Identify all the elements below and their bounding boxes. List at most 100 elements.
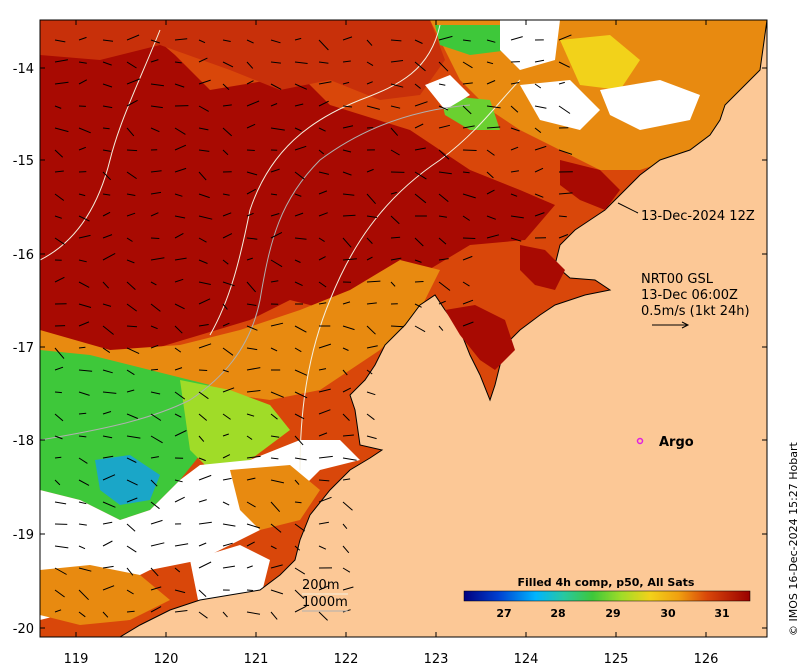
current-vector: [222, 281, 235, 287]
current-vector: [318, 171, 330, 175]
contour-200m: [40, 24, 521, 471]
current-vector: [102, 211, 111, 217]
current-vector: [102, 435, 113, 439]
current-vector: [78, 346, 86, 349]
current-vector: [390, 60, 404, 63]
y-tick-label: -17: [13, 341, 34, 356]
current-vector: [438, 83, 446, 86]
contour-1000m: [40, 104, 471, 441]
current-vector: [366, 81, 373, 85]
current-vector: [222, 259, 229, 265]
current-vector: [246, 477, 256, 481]
current-vector: [342, 434, 354, 437]
current-vector: [198, 391, 209, 400]
current-vector: [246, 455, 261, 459]
current-vector: [198, 259, 208, 264]
current-vector: [102, 565, 114, 569]
current-time-label: 13-Dec 06:00Z: [641, 288, 738, 303]
current-vector: [558, 215, 567, 218]
current-vector: [126, 589, 134, 595]
current-vector: [54, 456, 62, 459]
current-vector: [342, 193, 355, 196]
current-vector: [558, 81, 565, 85]
current-vector: [366, 435, 377, 440]
current-vector: [150, 325, 158, 330]
current-vector: [246, 589, 254, 591]
current-vector: [222, 212, 232, 217]
current-vector: [198, 193, 210, 199]
current-vector: [342, 523, 348, 530]
current-vector: [102, 127, 110, 130]
current-vector: [534, 105, 547, 109]
current-vector: [486, 215, 496, 220]
current-vector: [78, 391, 90, 396]
current-vector: [270, 39, 281, 44]
current-vector: [246, 171, 258, 176]
sst-yellow-band: [180, 380, 290, 470]
current-vector: [246, 303, 257, 306]
current-vector: [294, 605, 307, 613]
current-vector: [102, 303, 112, 307]
current-vector: [174, 215, 186, 219]
current-vector: [390, 281, 396, 287]
current-vector: [342, 301, 351, 305]
current-vector: [198, 298, 211, 305]
current-vector: [342, 457, 357, 461]
current-vector: [54, 237, 65, 245]
current-vector: [270, 545, 277, 550]
current-vector: [318, 611, 328, 621]
x-tick-label: 119: [64, 652, 89, 667]
current-vector: [222, 542, 233, 547]
current-vector: [318, 455, 333, 459]
current-vector: [558, 149, 573, 155]
current-vector: [246, 39, 254, 44]
current-vector: [462, 125, 475, 129]
current-vector: [102, 83, 113, 88]
current-vector: [150, 391, 161, 395]
current-vector: [366, 302, 377, 305]
current-vector: [150, 212, 159, 217]
current-vector: [486, 149, 495, 156]
cloud-gap-ne3: [520, 80, 600, 130]
current-vector: [126, 369, 135, 376]
x-tick-label: 122: [334, 652, 359, 667]
current-vector: [198, 237, 207, 243]
argo-label: Argo: [659, 435, 694, 450]
current-vector: [54, 127, 69, 133]
current-vector: [78, 479, 90, 486]
sst-coastal-hot: [520, 245, 565, 290]
x-tick-label: 123: [424, 652, 449, 667]
current-source-label: NRT00 GSL: [641, 272, 714, 287]
current-vector: [510, 193, 518, 197]
current-vector: [246, 435, 253, 440]
current-vector: [366, 256, 373, 261]
current-vector: [126, 545, 137, 553]
current-vector: [486, 189, 495, 195]
current-vector: [150, 344, 159, 349]
current-vector: [318, 281, 327, 288]
current-vector: [102, 611, 109, 618]
current-vector: [198, 343, 212, 349]
current-vector: [438, 171, 452, 175]
x-tick-label: 126: [694, 652, 719, 667]
current-vector: [318, 302, 327, 305]
current-vector: [366, 345, 378, 349]
current-vector: [174, 479, 183, 483]
current-vector: [558, 105, 571, 114]
current-vector: [510, 82, 520, 85]
current-vector: [150, 435, 163, 444]
current-vector: [78, 567, 92, 572]
current-vector: [198, 561, 212, 569]
current-vector: [126, 78, 141, 85]
current-vector: [150, 105, 163, 109]
current-vector: [54, 193, 65, 201]
plot-frame: [39, 19, 768, 638]
current-vector: [198, 611, 208, 619]
current-vector: [462, 299, 474, 305]
current-vector: [414, 123, 424, 129]
current-vector: [174, 430, 187, 437]
current-vector: [102, 105, 113, 109]
current-vector: [438, 300, 446, 305]
current-vector: [150, 519, 163, 525]
current-vector: [366, 280, 381, 283]
